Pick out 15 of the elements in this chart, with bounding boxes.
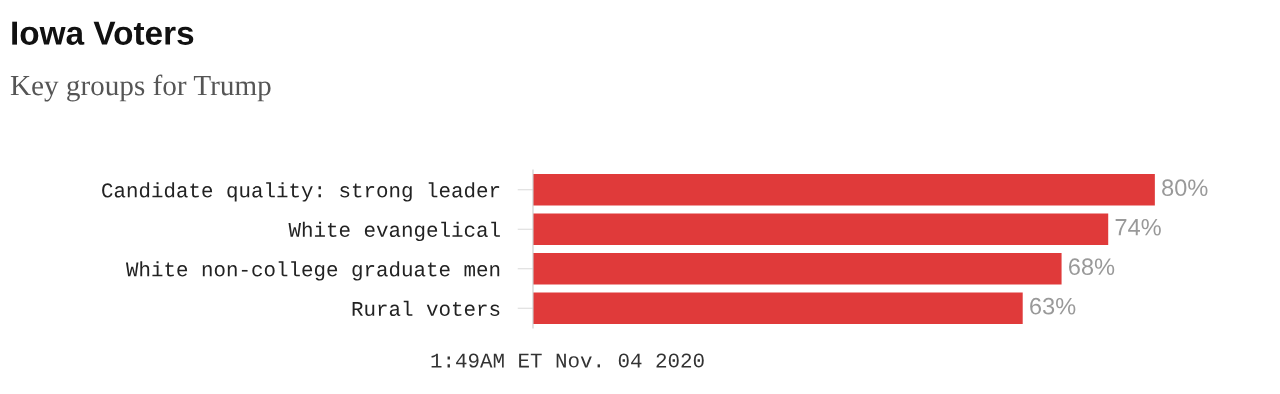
bar: [533, 213, 1109, 246]
data-label: 80%: [1162, 179, 1208, 197]
data-label: 68%: [1069, 258, 1115, 276]
text: Iowa Voters: [12, 21, 194, 45]
y-tick-label: White evangelical: [288, 221, 500, 242]
y-tick-label: Rural voters: [352, 300, 500, 316]
data-label: 74%: [1115, 218, 1161, 236]
text: 1:49AM ET Nov. 04 2020: [431, 353, 704, 368]
y-tick-label: Candidate quality: strong leader: [102, 182, 500, 202]
y-tick-label: White non-college graduate men: [125, 261, 500, 281]
data-label: 63%: [1030, 297, 1076, 315]
bar: [533, 173, 1155, 206]
text: Key groups for Trump: [10, 74, 271, 102]
bar: [533, 252, 1062, 285]
bar: [533, 292, 1023, 325]
